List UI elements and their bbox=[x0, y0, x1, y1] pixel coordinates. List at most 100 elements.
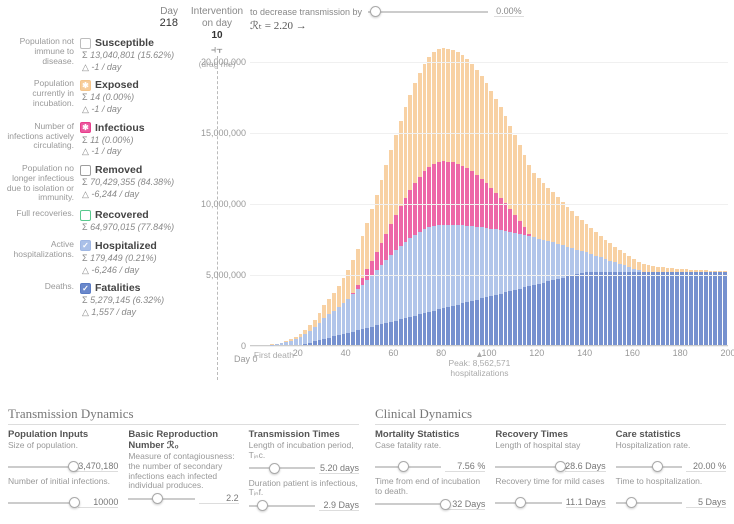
slider[interactable] bbox=[249, 501, 315, 511]
bar bbox=[523, 34, 527, 345]
panel-right: Clinical DynamicsMortality StatisticsCas… bbox=[375, 406, 726, 518]
bar bbox=[265, 34, 269, 345]
slider-desc: Measure of contagiousness: the number of… bbox=[128, 452, 238, 491]
bar bbox=[561, 34, 565, 345]
bar bbox=[303, 34, 307, 345]
slider-desc: Hospitalization rate. bbox=[616, 441, 726, 459]
bar bbox=[723, 34, 727, 345]
slider-heading: Care statistics bbox=[616, 429, 726, 440]
legend-delta: -1 / day bbox=[80, 104, 180, 116]
bar bbox=[675, 34, 679, 345]
slider-desc: Recovery time for mild cases bbox=[495, 477, 605, 495]
legend-column: Day 218 Population not immune to disease… bbox=[0, 0, 184, 402]
bar bbox=[575, 34, 579, 345]
bar bbox=[709, 34, 713, 345]
bar bbox=[623, 34, 627, 345]
first-death-note: First death bbox=[254, 350, 294, 360]
legend-sum: 64,970,015 (77.84%) bbox=[80, 222, 180, 234]
slider-value: 83,470,180 bbox=[73, 461, 118, 472]
day-label: Day bbox=[160, 6, 178, 17]
transmission-slider[interactable] bbox=[368, 7, 488, 17]
legend-name: Removed bbox=[95, 164, 142, 176]
bar bbox=[689, 34, 693, 345]
legend-swatch[interactable] bbox=[80, 165, 91, 176]
bar bbox=[365, 34, 369, 345]
bar bbox=[685, 34, 689, 345]
bar bbox=[718, 34, 722, 345]
bar bbox=[589, 34, 593, 345]
slider[interactable] bbox=[8, 462, 69, 472]
slider-desc: Duration patient is infectious, Tᵢₙf. bbox=[249, 479, 359, 499]
bar bbox=[518, 34, 522, 345]
bar bbox=[651, 34, 655, 345]
legend-sum: 13,040,801 (15.62%) bbox=[80, 50, 180, 62]
slider[interactable] bbox=[375, 462, 441, 472]
slider-group: Care statisticsHospitalization rate. 20.0… bbox=[616, 429, 726, 515]
slider-heading: Mortality Statistics bbox=[375, 429, 485, 440]
bar bbox=[380, 34, 384, 345]
gridline bbox=[250, 275, 728, 276]
y-tick: 20,000,000 bbox=[201, 57, 246, 67]
legend-swatch[interactable]: ✓ bbox=[80, 283, 91, 294]
slider-value: 11.1 Days bbox=[566, 497, 606, 508]
bar bbox=[608, 34, 612, 345]
bar bbox=[446, 34, 450, 345]
legend-name: Hospitalized bbox=[95, 240, 157, 252]
bar bbox=[546, 34, 550, 345]
legend-swatch[interactable]: ✱ bbox=[80, 122, 91, 133]
bar bbox=[322, 34, 326, 345]
bar bbox=[280, 34, 284, 345]
legend-item: Population currently in incubation.✱Expo… bbox=[4, 79, 180, 115]
x-tick: 20 bbox=[293, 348, 303, 358]
slider-value: 7.56 % bbox=[445, 461, 485, 472]
slider[interactable] bbox=[375, 499, 441, 509]
bar bbox=[666, 34, 670, 345]
slider[interactable] bbox=[8, 498, 74, 508]
bar bbox=[351, 34, 355, 345]
legend-desc: Population currently in incubation. bbox=[4, 79, 80, 108]
legend-item: Deaths.✓Fatalities5,279,145 (6.32%)1,557… bbox=[4, 282, 180, 318]
bar bbox=[294, 34, 298, 345]
day-value: 218 bbox=[160, 17, 178, 29]
bar bbox=[680, 34, 684, 345]
bar bbox=[456, 34, 460, 345]
slider[interactable] bbox=[616, 498, 682, 508]
slider[interactable] bbox=[249, 463, 315, 473]
bar bbox=[327, 34, 331, 345]
legend-swatch[interactable]: ✓ bbox=[80, 240, 91, 251]
bar bbox=[527, 34, 531, 345]
bar bbox=[465, 34, 469, 345]
bar bbox=[370, 34, 374, 345]
legend-swatch[interactable] bbox=[80, 210, 91, 221]
slider-desc: Time to hospitalization. bbox=[616, 477, 726, 495]
slider[interactable] bbox=[128, 494, 194, 504]
slider-value: 20.00 % bbox=[686, 461, 726, 472]
legend-sum: 179,449 (0.21%) bbox=[80, 253, 180, 265]
legend-swatch[interactable] bbox=[80, 38, 91, 49]
legend-item: Number of infections actively circulatin… bbox=[4, 122, 180, 158]
legend-name: Fatalities bbox=[95, 282, 141, 294]
slider-group: Basic Reproduction Number ℛ₀Measure of c… bbox=[128, 429, 238, 516]
bar bbox=[318, 34, 322, 345]
slider[interactable] bbox=[616, 462, 682, 472]
legend-item: Population not immune to disease.Suscept… bbox=[4, 37, 180, 73]
bar bbox=[332, 34, 336, 345]
slider[interactable] bbox=[495, 462, 561, 472]
bar bbox=[585, 34, 589, 345]
bar bbox=[289, 34, 293, 345]
bar bbox=[346, 34, 350, 345]
bar bbox=[494, 34, 498, 345]
bar bbox=[308, 34, 312, 345]
slider-desc: Size of population. bbox=[8, 441, 118, 459]
legend-item: Active hospitalizations.✓Hospitalized179… bbox=[4, 240, 180, 276]
legend-sum: 70,429,355 (84.38%) bbox=[80, 177, 180, 189]
bar bbox=[656, 34, 660, 345]
legend-desc: Population no longer infectious due to i… bbox=[4, 164, 80, 203]
bar bbox=[404, 34, 408, 345]
legend-swatch[interactable]: ✱ bbox=[80, 80, 91, 91]
slider[interactable] bbox=[495, 498, 561, 508]
x-tick: 60 bbox=[388, 348, 398, 358]
slider-group: Recovery TimesLength of hospital stay28.… bbox=[495, 429, 605, 515]
legend-item: Full recoveries.Recovered64,970,015 (77.… bbox=[4, 209, 180, 234]
bar bbox=[580, 34, 584, 345]
